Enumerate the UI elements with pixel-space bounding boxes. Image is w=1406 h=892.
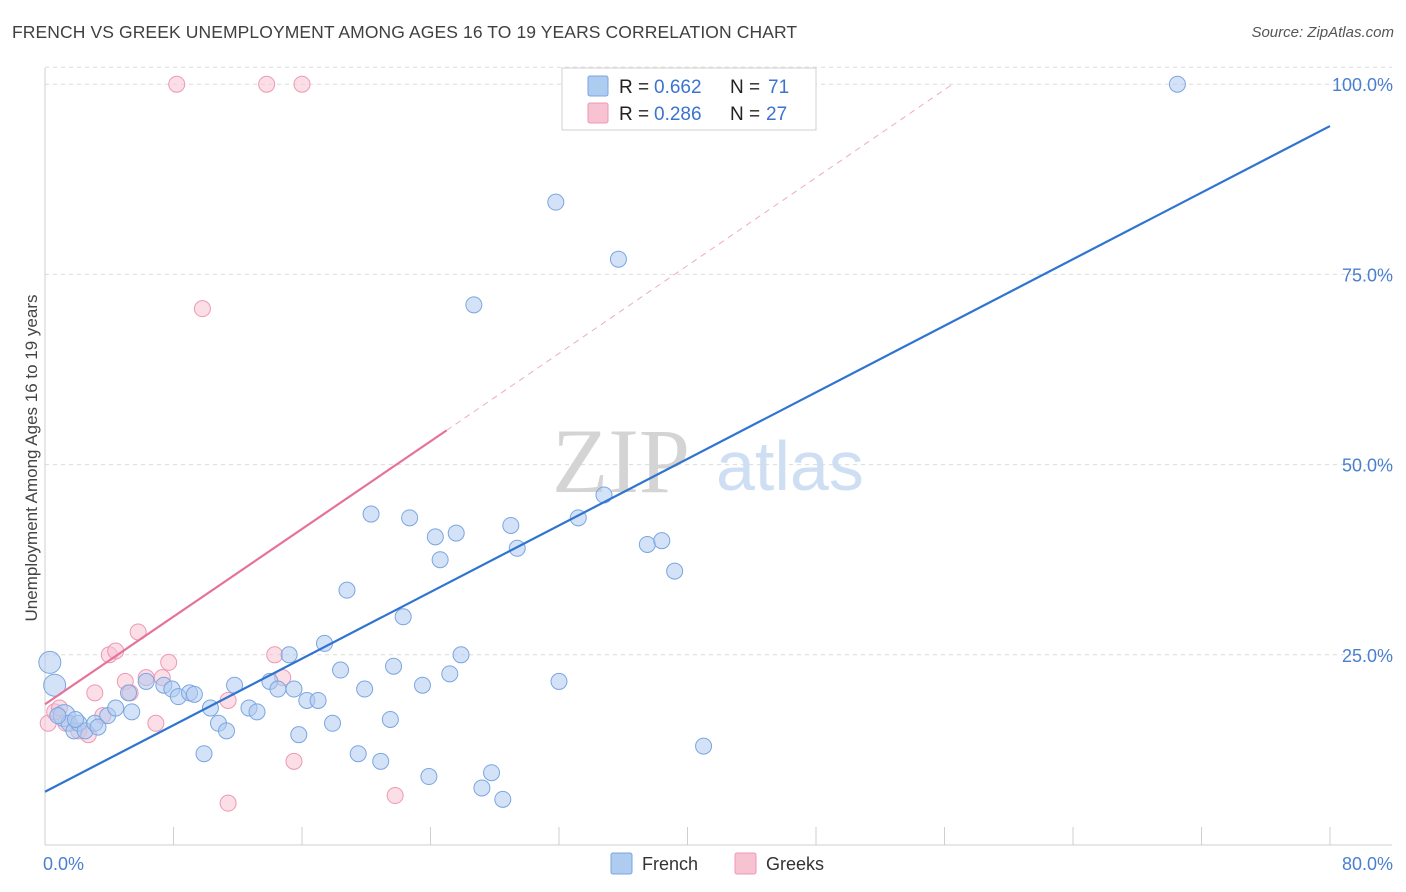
correlation-legend: R = 0.662 N = 71 R = 0.286 N = 27	[561, 67, 817, 131]
legend-french-n-label: N =	[730, 77, 760, 98]
french-point	[290, 726, 308, 744]
x-tick-label-1: 80.0%	[1342, 854, 1393, 874]
greek-point	[266, 646, 284, 664]
french-point	[280, 646, 298, 664]
french-point	[452, 646, 470, 664]
french-point	[285, 680, 303, 698]
legend-greek-n-label: N =	[730, 104, 760, 125]
french-point	[695, 737, 713, 755]
french-point	[666, 562, 684, 580]
french-point	[609, 250, 627, 268]
greek-point	[219, 794, 237, 812]
french-point	[185, 685, 203, 703]
chart-title: FRENCH VS GREEK UNEMPLOYMENT AMONG AGES …	[12, 22, 798, 42]
french-point	[447, 524, 465, 542]
french-point	[653, 532, 671, 550]
french-point	[349, 745, 367, 763]
french-point	[195, 745, 213, 763]
french-point	[43, 673, 67, 697]
bottom-legend-greeks-label[interactable]: Greeks	[766, 854, 824, 874]
y-tick-label-3: 100.0%	[1332, 75, 1393, 95]
french-point	[67, 710, 85, 728]
french-point	[38, 650, 62, 674]
french-point	[123, 703, 141, 721]
french-point	[413, 676, 431, 694]
french-point	[502, 516, 520, 534]
french-point	[248, 703, 266, 721]
french-point	[465, 296, 483, 314]
bottom-legend-greeks-swatch[interactable]	[734, 852, 757, 875]
series-legend: French Greeks	[610, 852, 824, 875]
greek-point	[293, 75, 311, 93]
legend-french-r-value: 0.662	[654, 77, 702, 98]
y-tick-label-2: 75.0%	[1342, 265, 1393, 285]
legend-french-swatch	[587, 75, 609, 97]
greek-point	[285, 752, 303, 770]
y-tick-label-0: 25.0%	[1342, 646, 1393, 666]
french-point	[324, 714, 342, 732]
french-point	[356, 680, 374, 698]
watermark-atlas: atlas	[716, 427, 864, 505]
french-point	[394, 608, 412, 626]
french-point	[107, 699, 125, 717]
french-point	[309, 691, 327, 709]
french-trendline	[44, 125, 1331, 793]
bottom-legend-french-swatch[interactable]	[610, 852, 633, 875]
french-point	[483, 764, 501, 782]
french-point	[372, 752, 390, 770]
greek-point	[193, 300, 211, 318]
trendlines	[44, 83, 1331, 793]
french-point	[381, 710, 399, 728]
french-point	[441, 665, 459, 683]
french-point	[550, 672, 568, 690]
legend-greek-r-value: 0.286	[654, 104, 702, 125]
bottom-legend-french-label[interactable]: French	[642, 854, 698, 874]
tick-labels: 25.0% 50.0% 75.0% 100.0% 0.0% 80.0%	[43, 75, 1393, 874]
legend-french-r-label: R =	[619, 77, 649, 98]
french-point	[494, 790, 512, 808]
y-tick-label-1: 50.0%	[1342, 456, 1393, 476]
french-point	[1168, 75, 1186, 93]
greek-point	[386, 787, 404, 805]
watermark: ZIP atlas	[552, 410, 864, 512]
legend-greek-n-value: 27	[766, 104, 787, 125]
legend-greek-r-label: R =	[619, 104, 649, 125]
french-point	[401, 509, 419, 527]
source-label: Source: ZipAtlas.com	[1251, 24, 1394, 41]
french-points	[38, 75, 1186, 808]
french-point	[338, 581, 356, 599]
french-point	[218, 722, 236, 740]
french-point	[420, 768, 438, 786]
french-point	[547, 193, 565, 211]
french-point	[49, 707, 67, 725]
greek-point	[258, 75, 276, 93]
french-point	[595, 486, 613, 504]
greek-point	[168, 75, 186, 93]
french-point	[269, 680, 287, 698]
greek-point	[86, 684, 104, 702]
greek-point	[160, 653, 178, 671]
french-point	[120, 684, 138, 702]
greek-trendline	[44, 429, 448, 706]
french-point	[426, 528, 444, 546]
french-point	[137, 672, 155, 690]
french-point	[385, 657, 403, 675]
french-point	[431, 551, 449, 569]
french-point	[473, 779, 491, 797]
x-tick-label-0: 0.0%	[43, 854, 84, 874]
greek-trendline-extension	[446, 83, 953, 431]
greek-point	[147, 714, 165, 732]
legend-french-n-value: 71	[768, 77, 789, 98]
watermark-zip: ZIP	[552, 410, 690, 512]
french-point	[638, 535, 656, 553]
french-point	[89, 718, 107, 736]
french-point	[362, 505, 380, 523]
y-axis-label: Unemployment Among Ages 16 to 19 years	[22, 295, 41, 622]
french-point	[332, 661, 350, 679]
legend-greek-swatch	[587, 102, 609, 124]
